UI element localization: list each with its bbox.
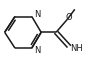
- Text: N: N: [34, 46, 40, 55]
- Text: O: O: [65, 13, 72, 22]
- Text: N: N: [34, 10, 40, 19]
- Text: NH: NH: [71, 44, 83, 53]
